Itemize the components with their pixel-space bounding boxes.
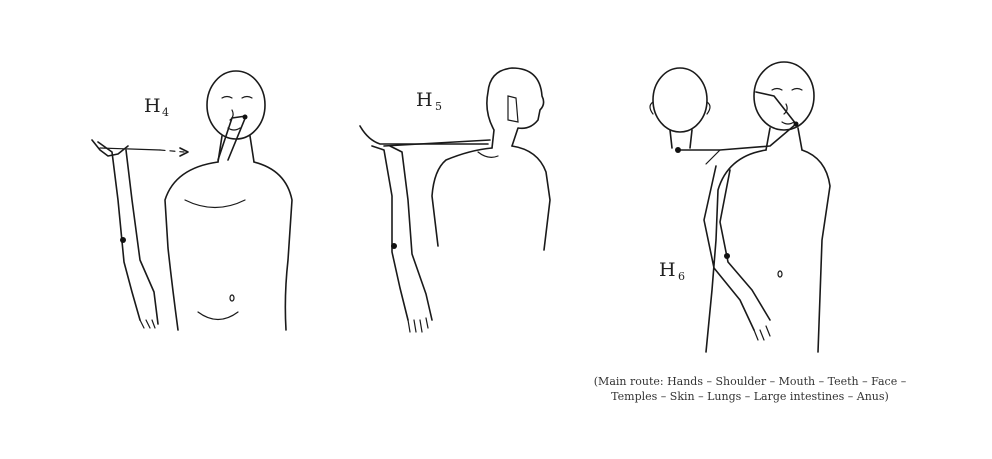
h4-arrowhead — [179, 147, 189, 157]
h6-neck-point — [675, 147, 681, 153]
h5-ear — [507, 95, 519, 123]
h5-head — [486, 67, 545, 149]
h4-acupoint — [120, 237, 126, 243]
caption-line-1: (Main route: Hands – Shoulder – Mouth – … — [593, 375, 907, 388]
h4-face-point — [242, 114, 248, 120]
h4-arrow-line — [99, 147, 161, 151]
h4-meridian-start — [91, 139, 129, 157]
figure-h4: H 4 — [91, 70, 293, 331]
figure-h5: H 5 — [359, 67, 551, 333]
h6-fingers — [753, 325, 771, 341]
h5-arm — [371, 145, 433, 321]
h6-navel — [777, 270, 783, 278]
h6-label: H — [659, 259, 676, 281]
h4-chest-line — [184, 199, 246, 321]
h4-meridian-face — [217, 115, 247, 161]
h5-meridian — [383, 139, 491, 147]
h6-mouth-point — [793, 121, 799, 127]
h6-body — [705, 149, 831, 353]
h6-front-face — [771, 87, 803, 125]
h5-top-line — [359, 125, 489, 145]
figure-h6: H 6 — [649, 61, 831, 353]
h6-arm — [703, 165, 771, 331]
h4-face — [221, 95, 253, 131]
h6-front-neck — [765, 127, 803, 151]
h5-acupoint — [391, 243, 397, 249]
h4-arm — [97, 141, 159, 325]
h4-head — [206, 70, 266, 140]
h5-body — [431, 145, 551, 251]
h6-back-head — [652, 67, 708, 133]
h5-subscript: 5 — [435, 100, 442, 113]
h6-back-ears — [649, 101, 711, 115]
caption-line-2: Temples – Skin – Lungs – Large intestine… — [611, 390, 889, 403]
main-route-caption: (Main route: Hands – Shoulder – Mouth – … — [560, 374, 940, 404]
h5-fingers — [407, 317, 429, 333]
h4-fingers — [139, 319, 156, 329]
h6-meridian — [677, 91, 797, 151]
h6-meridian-branch — [705, 149, 721, 165]
h4-label: H — [144, 95, 161, 117]
h6-front-head — [753, 61, 815, 131]
h6-subscript: 6 — [678, 270, 685, 283]
h6-acupoint — [724, 253, 730, 259]
h4-torso — [164, 161, 293, 331]
h5-clavicle — [477, 151, 499, 158]
h6-back-neck — [669, 129, 693, 149]
h4-arrow-dash — [159, 149, 185, 153]
h5-label: H — [416, 89, 433, 111]
h4-navel — [229, 294, 235, 302]
h4-subscript: 4 — [162, 106, 169, 119]
